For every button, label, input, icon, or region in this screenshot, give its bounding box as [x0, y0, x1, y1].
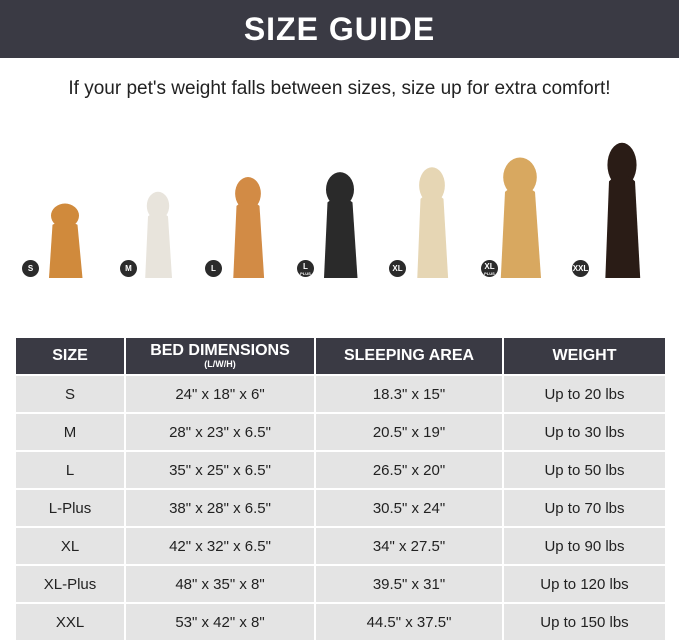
- cell-bed-dimensions: 24" x 18" x 6": [124, 374, 316, 414]
- table-row: XL-Plus 48" x 35" x 8" 39.5" x 31" Up to 12…: [14, 564, 667, 604]
- badge-label: XL: [392, 263, 403, 273]
- cell-weight: Up to 50 lbs: [502, 450, 667, 490]
- cell-sleeping-area: 20.5" x 19": [314, 412, 504, 452]
- cell-sleeping-area: 44.5" x 37.5": [314, 602, 504, 642]
- cell-size: XXL: [14, 602, 126, 642]
- cell-weight: Up to 120 lbs: [502, 564, 667, 604]
- cell-bed-dimensions: 28" x 23" x 6.5": [124, 412, 316, 452]
- header-bed-dimensions-sub: (L/W/H): [204, 359, 236, 369]
- table-row: M 28" x 23" x 6.5" 20.5" x 19" Up to 30 lbs: [14, 412, 667, 452]
- size-badge: XL PLUS: [481, 260, 498, 277]
- size-badge: XL: [389, 260, 406, 277]
- cell-sleeping-area: 18.3" x 15": [314, 374, 504, 414]
- badge-label: S: [27, 263, 34, 273]
- cell-weight: Up to 150 lbs: [502, 602, 667, 642]
- cell-size: L-Plus: [14, 488, 126, 528]
- size-badge: S: [22, 260, 39, 277]
- cell-sleeping-area: 30.5" x 24": [314, 488, 504, 528]
- dog-image: [500, 157, 541, 278]
- subtitle: If your pet's weight falls between sizes…: [68, 78, 611, 99]
- size-badge: L: [205, 260, 222, 277]
- size-badge: M: [120, 260, 137, 277]
- table-header: SIZE BED DIMENSIONS (L/W/H) SLEEPING AREA…: [14, 336, 667, 376]
- header-weight: WEIGHT: [502, 336, 667, 376]
- badge-label: XXL: [572, 263, 589, 273]
- badge-label: M: [125, 263, 132, 273]
- dog-image: [605, 142, 641, 278]
- cell-weight: Up to 70 lbs: [502, 488, 667, 528]
- cell-sleeping-area: 34" x 27.5": [314, 526, 504, 566]
- header-size: SIZE: [14, 336, 126, 376]
- size-badge: L PLUS: [297, 260, 314, 277]
- cell-bed-dimensions: 42" x 32" x 6.5": [124, 526, 316, 566]
- size-table: SIZE BED DIMENSIONS (L/W/H) SLEEPING AREA…: [14, 336, 667, 642]
- dog-image: [417, 167, 449, 278]
- badge-label: L: [211, 263, 216, 273]
- cell-bed-dimensions: 38" x 28" x 6.5": [124, 488, 316, 528]
- cell-size: S: [14, 374, 126, 414]
- table-row: XL 42" x 32" x 6.5" 34" x 27.5" Up to 90 lb…: [14, 526, 667, 566]
- dog-image: [49, 203, 83, 278]
- cell-size: L: [14, 450, 126, 490]
- cell-size: M: [14, 412, 126, 452]
- dog-image: [233, 177, 265, 278]
- dog-image: [324, 172, 358, 278]
- cell-size: XL-Plus: [14, 564, 126, 604]
- dog-size-illustrations: S M L L PLUS XL XL PLUS XXL: [0, 130, 679, 290]
- cell-sleeping-area: 26.5" x 20": [314, 450, 504, 490]
- page-title: SIZE GUIDE: [0, 0, 679, 58]
- table-row: S 24" x 18" x 6" 18.3" x 15" Up to 20 lbs: [14, 374, 667, 414]
- cell-weight: Up to 20 lbs: [502, 374, 667, 414]
- header-sleeping-area: SLEEPING AREA: [314, 336, 504, 376]
- dog-image: [145, 191, 172, 278]
- cell-weight: Up to 90 lbs: [502, 526, 667, 566]
- badge-sub-label: PLUS: [484, 270, 495, 276]
- header-bed-dimensions: BED DIMENSIONS (L/W/H): [124, 336, 316, 376]
- header-bed-dimensions-label: BED DIMENSIONS: [150, 342, 290, 359]
- table-row: XXL 53" x 42" x 8" 44.5" x 37.5" Up to 150 …: [14, 602, 667, 642]
- cell-sleeping-area: 39.5" x 31": [314, 564, 504, 604]
- cell-bed-dimensions: 53" x 42" x 8": [124, 602, 316, 642]
- size-badge: XXL: [572, 260, 589, 277]
- badge-sub-label: PLUS: [300, 270, 311, 276]
- table-row: L 35" x 25" x 6.5" 26.5" x 20" Up to 50 lbs: [14, 450, 667, 490]
- cell-bed-dimensions: 48" x 35" x 8": [124, 564, 316, 604]
- cell-weight: Up to 30 lbs: [502, 412, 667, 452]
- cell-size: XL: [14, 526, 126, 566]
- badge-label: L: [303, 261, 308, 271]
- cell-bed-dimensions: 35" x 25" x 6.5": [124, 450, 316, 490]
- table-row: L-Plus 38" x 28" x 6.5" 30.5" x 24" Up to 7…: [14, 488, 667, 528]
- badge-label: XL: [484, 261, 495, 271]
